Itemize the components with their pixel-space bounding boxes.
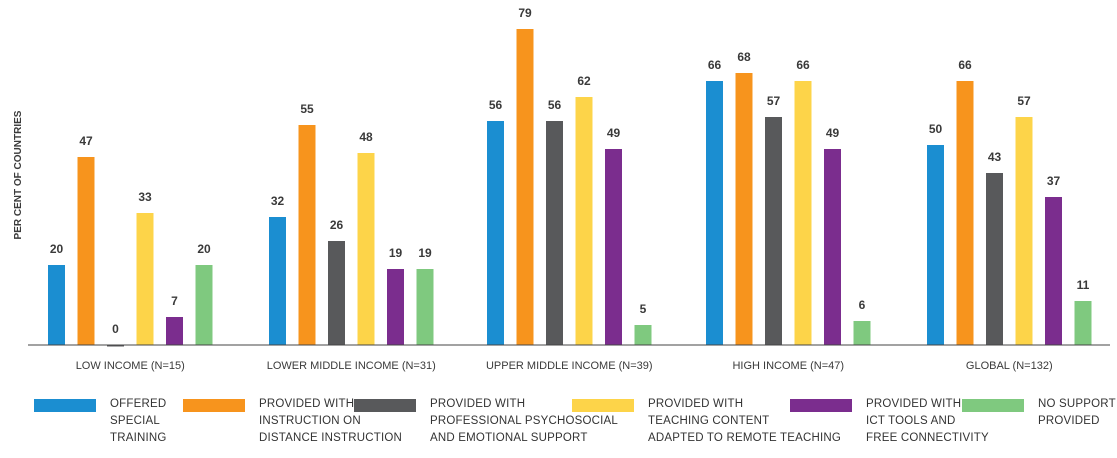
bar [166,317,183,345]
bar [1015,117,1033,345]
bar [706,81,723,345]
bar [546,121,563,345]
bar-value-label: 50 [929,122,943,136]
category-label: HIGH INCOME (N=47) [732,360,844,372]
bar-value-label: 0 [112,322,119,336]
legend-swatch [790,399,852,412]
bar-value-label: 62 [577,74,591,88]
category-labels-layer: LOW INCOME (N=15) LOWER MIDDLE INCOME (N=… [76,360,1053,372]
legend-item-teaching-content: PROVIDED WITH TEACHING CONTENT ADAPTED T… [572,396,841,447]
legend-swatch [183,399,245,412]
bar-value-label: 32 [271,194,285,208]
legend-item-distance-instruction: PROVIDED WITH INSTRUCTION ON DISTANCE IN… [183,396,402,447]
bar-value-label: 6 [859,298,866,312]
bar-value-label: 66 [958,58,972,72]
category-label: LOWER MIDDLE INCOME (N=31) [267,360,436,372]
bar [575,97,593,345]
legend-swatch [572,399,634,412]
bar-value-label: 26 [330,218,344,232]
bar [927,145,944,345]
bar [986,173,1003,345]
bar-value-label: 57 [767,94,781,108]
bar [824,149,841,345]
bar-value-label: 47 [79,134,93,148]
bar-value-label: 19 [418,246,432,260]
bar-value-label: 68 [737,50,751,64]
bar-value-label: 48 [359,130,373,144]
bar [328,241,345,345]
bar-value-label: 55 [300,102,314,116]
bar [1045,197,1062,345]
bar-value-label: 19 [389,246,403,260]
bar [634,325,652,345]
bar [269,217,286,345]
bar-value-label: 66 [796,58,810,72]
bar [516,29,534,345]
category-label: LOW INCOME (N=15) [76,360,185,372]
bar [853,321,871,345]
bars-layer [48,29,1092,347]
bar [735,73,753,345]
bar [605,149,622,345]
bar [136,213,154,345]
bar [794,81,812,345]
bar-value-label: 5 [640,302,647,316]
legend-label: PROVIDED WITH PROFESSIONAL PSYCHOSOCIAL … [430,398,618,444]
legend-label: NO SUPPORT PROVIDED [1038,398,1116,427]
legend-label: PROVIDED WITH INSTRUCTION ON DISTANCE IN… [259,398,403,444]
y-axis-label: PER CENT OF COUNTRIES [13,110,24,239]
bar [48,265,65,345]
bar-value-label: 20 [197,242,211,256]
value-labels-layer: 20 47 0 33 7 20 32 55 26 48 19 19 56 79 56 62 49 5 66 68 57 6… [50,6,1090,336]
category-label: GLOBAL (N=132) [966,360,1053,372]
bar-chart: 20 47 0 33 7 20 32 55 26 48 19 19 56 79 56 62 49 5 66 68 57 6… [13,6,1110,372]
bar-value-label: 11 [1077,278,1090,292]
bar-value-label: 57 [1017,94,1031,108]
bar-value-label: 79 [518,6,532,20]
legend-swatch [962,399,1024,412]
bar [195,265,213,345]
bar-value-label: 43 [988,150,1002,164]
legend-item-ict-tools: PROVIDED WITH ICT TOOLS AND FREE CONNECT… [790,396,989,447]
legend-label: OFFERED SPECIAL TRAINING [110,398,167,444]
category-label: UPPER MIDDLE INCOME (N=39) [486,360,653,372]
bar-value-label: 20 [50,242,64,256]
bar-value-label: 49 [607,126,621,140]
legend: OFFERED SPECIAL TRAINING PROVIDED WITH I… [0,396,1117,458]
legend-item-no-support: NO SUPPORT PROVIDED [962,396,1116,430]
bar [765,117,782,345]
bar [1074,301,1092,345]
bar [107,345,124,347]
legend-item-psychosocial-support: PROVIDED WITH PROFESSIONAL PSYCHOSOCIAL … [354,396,618,447]
bar-value-label: 37 [1047,174,1061,188]
bar-value-label: 56 [548,98,562,112]
legend-label: PROVIDED WITH TEACHING CONTENT ADAPTED T… [648,398,842,444]
bar-value-label: 33 [138,190,152,204]
bar-value-label: 56 [489,98,503,112]
bar [387,269,404,345]
legend-swatch [34,399,96,412]
legend-item-special-training: OFFERED SPECIAL TRAINING [34,396,167,447]
bar [298,125,316,345]
legend-label: PROVIDED WITH ICT TOOLS AND FREE CONNECT… [866,398,989,444]
legend-swatch [354,399,416,412]
bar [357,153,375,345]
bar [487,121,504,345]
bar [956,81,974,345]
bar [416,269,434,345]
bar-value-label: 66 [708,58,722,72]
bar-value-label: 49 [826,126,840,140]
bar [77,157,95,345]
bar-value-label: 7 [171,294,178,308]
